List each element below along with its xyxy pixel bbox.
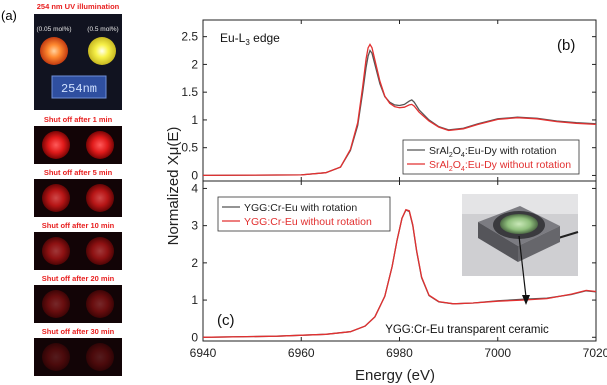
x-axis-label: Energy (eV) [355, 367, 435, 384]
chart-panel-c: 0 1 2 3 4 6940 6960 6980 7000 7020 YGG:Cr-Eu with … [190, 180, 607, 360]
xtick-label-4: 7020 [583, 346, 607, 360]
glow-yellow-sample [88, 37, 116, 65]
legend-label-c-2: YGG:Cr-Eu without rotation [244, 216, 372, 228]
afterglow-sample-5-right [86, 343, 114, 371]
panel-c-label: (c) [217, 312, 235, 329]
legend-box-c [217, 196, 391, 232]
edge-annotation-main: Eu-L [220, 31, 246, 45]
xtick-label-2: 6980 [386, 346, 413, 360]
frame-caption-4: Shut off after 20 min [42, 274, 115, 283]
frame-caption-2: Shut off after 5 min [44, 168, 113, 177]
afterglow-sample-5-left [42, 343, 70, 371]
ytick-label-b-3: 1.5 [181, 85, 198, 99]
series-line-b-2 [202, 43, 597, 177]
afterglow-sample-2-left [42, 184, 70, 212]
edge-annotation-tail: edge [250, 31, 280, 45]
legend-label-c-1: YGG:Cr-Eu with rotation [244, 202, 357, 214]
ytick-label-b-2: 1 [191, 113, 198, 127]
panel-b-label: (b) [557, 37, 575, 54]
frame-caption-1: Shut off after 1 min [44, 115, 113, 124]
edge-annotation: Eu-L3 edge [220, 31, 280, 47]
conc-left-label: (0.05 mol%) [36, 26, 71, 33]
afterglow-sample-1-left [42, 131, 70, 159]
uv-photo-title: 254 nm UV illumination [37, 2, 120, 11]
ytick-label-c-0: 0 [191, 330, 198, 344]
ytick-label-b-0: 0 [191, 168, 198, 182]
chart-panel-b: 0 0.5 1 1.5 2 2.5 SrAl2O4:Eu-Dy with rotationS… [181, 19, 597, 182]
edge-annotation-sub: 3 [245, 38, 250, 47]
afterglow-sample-4-left [42, 290, 70, 318]
y-axis-label: Normalized Xμ(E) [165, 127, 182, 246]
ceramic-inset-photo [462, 194, 579, 276]
frame-caption-3: Shut off after 10 min [42, 221, 115, 230]
xtick-label-1: 6960 [288, 346, 315, 360]
ytick-label-b-1: 0.5 [181, 141, 198, 155]
frame-caption-5: Shut off after 30 min [42, 327, 115, 336]
ytick-label-c-4: 4 [191, 181, 198, 195]
ceramic-pointer-arrow [518, 235, 527, 298]
legend-label-b-1: SrAl2O4:Eu-Dy with rotation [429, 145, 557, 159]
ytick-label-b-4: 2 [191, 57, 198, 71]
conc-right-label: (0.5 mol%) [87, 26, 118, 33]
lamp-label: 254nm [61, 82, 97, 96]
legend-box-b [402, 139, 580, 175]
afterglow-sample-3-left [42, 237, 70, 265]
ceramic-arrow-head [522, 295, 530, 305]
afterglow-sample-3-right [86, 237, 114, 265]
lamp-panel [51, 75, 107, 99]
ytick-label-c-3: 3 [191, 219, 198, 233]
afterglow-frames: Shut off after 1 min Shut off after 5 min… [34, 115, 122, 376]
ytick-label-b-5: 2.5 [181, 30, 198, 44]
afterglow-sample-1-right [86, 131, 114, 159]
glow-orange-sample [40, 37, 68, 65]
xtick-label-3: 7000 [484, 346, 511, 360]
xtick-label-0: 6940 [190, 346, 217, 360]
ytick-label-c-2: 2 [191, 256, 198, 270]
afterglow-sample-4-right [86, 290, 114, 318]
legend-label-b-2: SrAl2O4:Eu-Dy without rotation [429, 159, 571, 173]
series-line-c-2 [202, 208, 597, 338]
ceramic-annotation: YGG:Cr-Eu transparent ceramic [385, 324, 549, 336]
afterglow-sample-2-right [86, 184, 114, 212]
panel-a-label: (a) [1, 8, 17, 23]
ytick-label-c-1: 1 [191, 293, 198, 307]
